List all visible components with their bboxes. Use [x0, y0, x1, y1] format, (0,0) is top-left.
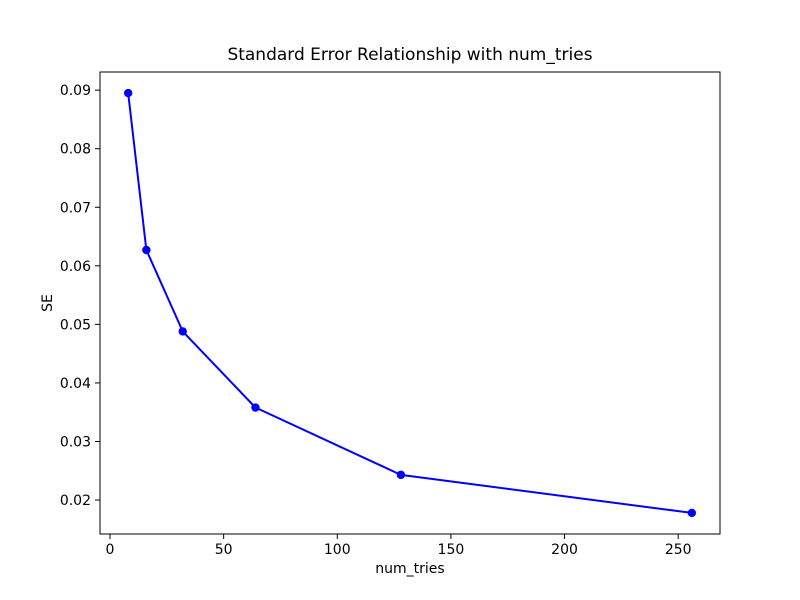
- y-axis-label-text: SE: [40, 294, 56, 312]
- y-tick-label: 0.06: [60, 259, 91, 275]
- data-point: [251, 403, 260, 412]
- data-point: [178, 327, 187, 336]
- y-tick-label: 0.03: [60, 434, 91, 450]
- y-tick-label: 0.04: [60, 376, 91, 392]
- data-point: [123, 88, 133, 98]
- x-tick-label: 200: [551, 542, 578, 558]
- data-point: [396, 470, 406, 480]
- y-tick-label: 0.05: [60, 317, 91, 333]
- x-tick-label: 50: [215, 542, 233, 558]
- axes-spines: [99, 71, 721, 535]
- x-tick-label: 150: [438, 542, 465, 558]
- chart-title: Standard Error Relationship with num_tri…: [227, 45, 593, 65]
- data-point: [687, 508, 697, 518]
- x-axis-label: num_tries: [375, 561, 445, 577]
- x-tick-label: 0: [106, 542, 115, 558]
- x-tick-label: 250: [665, 542, 692, 558]
- x-tick-label: 100: [324, 542, 351, 558]
- y-tick-label: 0.02: [60, 493, 91, 509]
- data-point: [142, 245, 151, 255]
- y-tick-label: 0.07: [60, 200, 91, 216]
- y-tick-label: 0.08: [60, 142, 91, 158]
- data-line: [127, 92, 692, 514]
- y-tick-label: 0.09: [60, 83, 91, 99]
